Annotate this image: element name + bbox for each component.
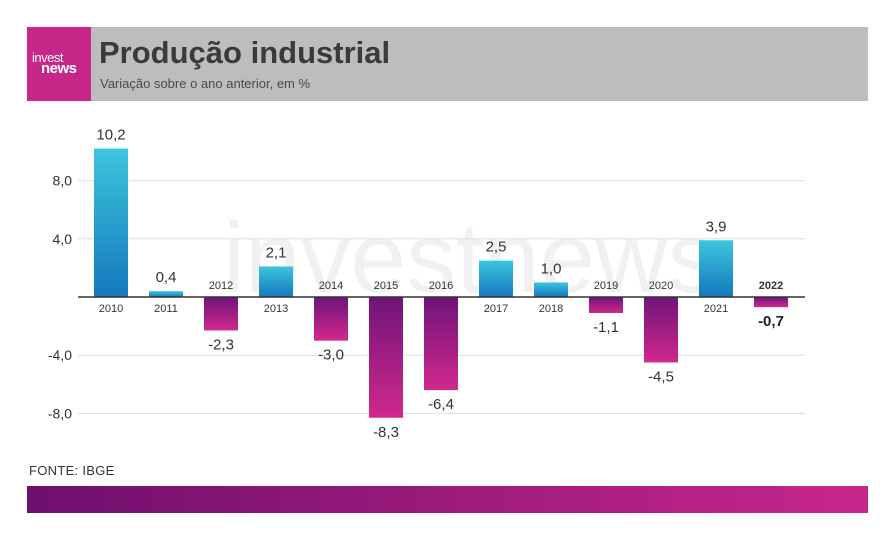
chart-header: invest news Produção industrial Variação… — [27, 27, 868, 101]
source-note: FONTE: IBGE — [29, 463, 115, 478]
value-label-2015: -8,3 — [373, 424, 399, 441]
value-label-2019: -1,1 — [593, 319, 619, 336]
x-tick-label-2013: 2013 — [264, 303, 288, 315]
value-label-2013: 2,1 — [266, 244, 287, 261]
x-tick-label-2020: 2020 — [649, 280, 673, 292]
value-label-2012: -2,3 — [208, 336, 234, 353]
chart-subtitle: Variação sobre o ano anterior, em % — [100, 76, 311, 91]
chart-title: Produção industrial — [99, 35, 391, 70]
bar-2021 — [699, 240, 733, 297]
logo-text-invest: invest — [32, 50, 63, 65]
bar-2020 — [644, 297, 678, 363]
y-tick-label: 4,0 — [53, 231, 73, 247]
bar-2016 — [424, 297, 458, 391]
bar-2018 — [534, 282, 568, 297]
x-tick-label-2011: 2011 — [154, 303, 178, 315]
x-tick-label-2022: 2022 — [759, 280, 783, 292]
value-label-2017: 2,5 — [486, 239, 507, 256]
x-tick-label-2021: 2021 — [704, 303, 728, 315]
value-label-2016: -6,4 — [428, 396, 454, 413]
y-tick-label: -8,0 — [48, 405, 72, 421]
watermark: investnews — [223, 202, 718, 314]
x-tick-label-2014: 2014 — [319, 280, 343, 292]
value-label-2010: 10,2 — [96, 127, 125, 144]
x-tick-label-2018: 2018 — [539, 303, 563, 315]
x-tick-label-2019: 2019 — [594, 280, 618, 292]
bar-2011 — [149, 291, 183, 297]
value-label-2021: 3,9 — [706, 218, 727, 235]
x-tick-label-2010: 2010 — [99, 303, 123, 315]
x-axis: 2010 2011 2012 2013 2014 2015 2016 2017 2018 2019… — [99, 280, 783, 315]
value-label-2020: -4,5 — [648, 368, 674, 385]
y-tick-label: 8,0 — [53, 173, 73, 189]
bar-2012 — [204, 297, 238, 331]
value-label-2018: 1,0 — [541, 260, 562, 277]
value-label-2011: 0,4 — [156, 269, 177, 286]
bar-2014 — [314, 297, 348, 341]
bars — [94, 148, 788, 418]
bar-2010 — [94, 148, 128, 297]
footer-bar — [27, 486, 868, 513]
bar-2022 — [754, 297, 788, 308]
x-tick-label-2012: 2012 — [209, 280, 233, 292]
bar-2013 — [259, 266, 293, 297]
bar-2017 — [479, 260, 513, 297]
logo-text-news: news — [41, 60, 77, 77]
bar-2019 — [589, 297, 623, 314]
y-axis: 8,0 4,0 -4,0 -8,0 — [48, 173, 72, 422]
x-tick-label-2015: 2015 — [374, 280, 398, 292]
value-label-2014: -3,0 — [318, 347, 344, 364]
value-label-2022: -0,7 — [758, 313, 784, 330]
investnews-logo: invest news — [27, 27, 91, 101]
x-tick-label-2017: 2017 — [484, 303, 508, 315]
y-tick-label: -4,0 — [48, 347, 72, 363]
x-tick-label-2016: 2016 — [429, 280, 453, 292]
bar-2015 — [369, 297, 403, 418]
value-labels: 10,2 0,4 -2,3 2,1 -3,0 -8,3 -6,4 2,5 1,0 -1,1 -4,5… — [96, 127, 784, 441]
